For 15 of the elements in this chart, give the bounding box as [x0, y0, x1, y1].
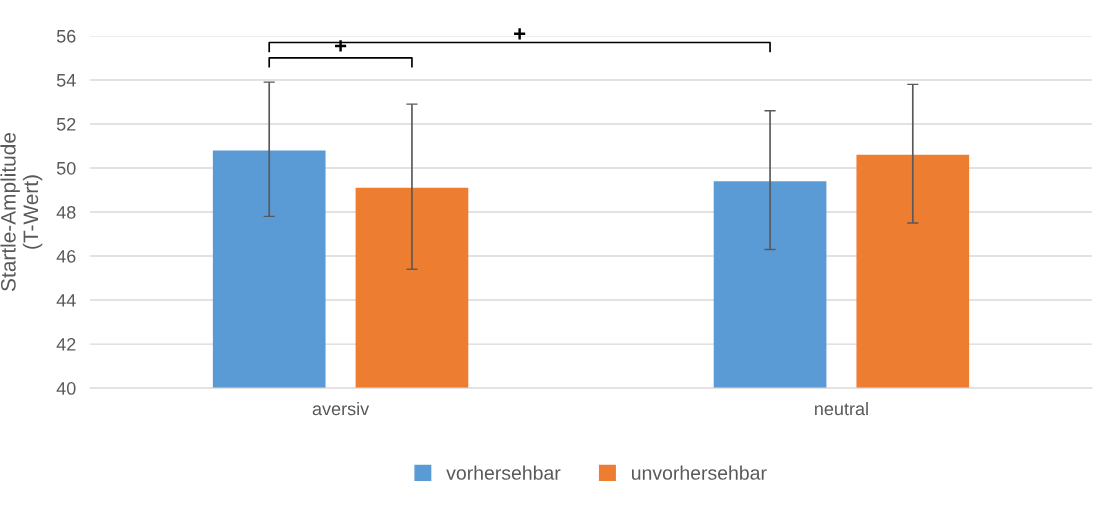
y-tick-label: 52 — [56, 117, 76, 131]
annotation: + — [514, 28, 526, 40]
y-axis-title: Startle-Amplitude (T-Wert) — [0, 133, 43, 291]
x-tick-label: aversiv — [312, 401, 370, 416]
legend-label: unvorhersehbar — [632, 465, 767, 480]
y-tick-label: 48 — [56, 205, 76, 219]
y-tick-label: 54 — [56, 74, 76, 87]
y-tick-label: 44 — [56, 294, 76, 307]
y-tick-label: 50 — [56, 161, 76, 175]
x-tick-label: neutral — [815, 401, 868, 416]
y-tick-label: 40 — [56, 382, 76, 395]
y-tick-label: 42 — [56, 338, 76, 351]
y-tick-label: 46 — [56, 249, 76, 263]
y-tick-label: 56 — [56, 29, 76, 43]
legend-label: vorhersehbar — [446, 465, 561, 480]
